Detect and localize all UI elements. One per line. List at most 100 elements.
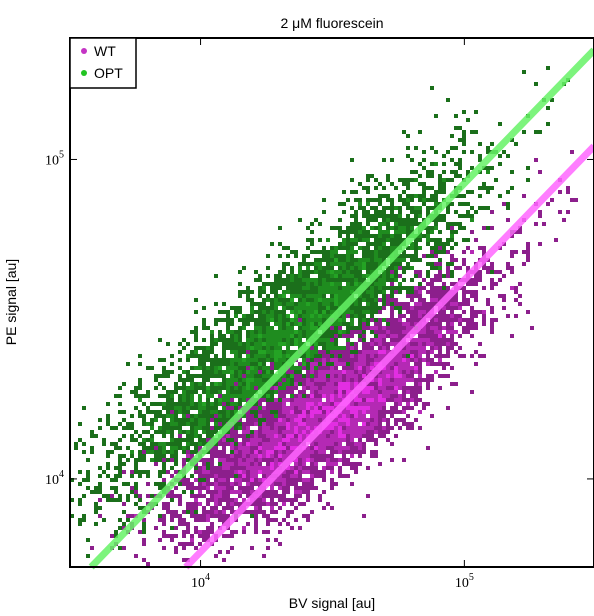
data-point bbox=[146, 450, 150, 454]
data-point bbox=[326, 350, 330, 354]
data-point bbox=[314, 462, 318, 466]
data-point bbox=[246, 338, 250, 342]
data-point bbox=[262, 502, 266, 506]
data-point bbox=[210, 446, 214, 450]
data-point bbox=[350, 158, 354, 162]
data-point bbox=[322, 370, 326, 374]
data-point bbox=[374, 226, 378, 230]
data-point bbox=[330, 482, 334, 486]
data-point bbox=[386, 222, 390, 226]
data-point bbox=[214, 510, 218, 514]
data-point bbox=[306, 518, 310, 522]
data-point bbox=[374, 322, 378, 326]
data-point bbox=[270, 454, 274, 458]
data-point bbox=[306, 482, 310, 486]
data-point bbox=[354, 190, 358, 194]
data-point bbox=[174, 534, 178, 538]
data-point bbox=[354, 450, 358, 454]
data-point bbox=[302, 310, 306, 314]
data-point bbox=[234, 310, 238, 314]
data-point bbox=[242, 370, 246, 374]
data-point bbox=[118, 410, 122, 414]
data-point bbox=[278, 330, 282, 334]
data-point bbox=[406, 290, 410, 294]
data-point bbox=[210, 414, 214, 418]
data-point bbox=[382, 254, 386, 258]
data-point bbox=[366, 286, 370, 290]
data-point bbox=[394, 270, 398, 274]
data-point bbox=[250, 334, 254, 338]
data-point bbox=[442, 342, 446, 346]
data-point bbox=[330, 274, 334, 278]
data-point bbox=[434, 162, 438, 166]
data-point bbox=[138, 410, 142, 414]
data-point bbox=[258, 326, 262, 330]
data-point bbox=[294, 330, 298, 334]
data-point bbox=[286, 318, 290, 322]
data-point bbox=[286, 374, 290, 378]
data-point bbox=[350, 246, 354, 250]
data-point bbox=[322, 346, 326, 350]
data-point bbox=[214, 414, 218, 418]
data-point bbox=[422, 182, 426, 186]
data-point bbox=[414, 178, 418, 182]
data-point bbox=[390, 366, 394, 370]
data-point bbox=[118, 546, 122, 550]
data-point bbox=[422, 190, 426, 194]
data-point bbox=[414, 354, 418, 358]
data-point bbox=[150, 426, 154, 430]
data-point bbox=[314, 374, 318, 378]
data-point bbox=[318, 222, 322, 226]
data-point bbox=[306, 370, 310, 374]
data-point bbox=[398, 282, 402, 286]
data-point bbox=[226, 322, 230, 326]
data-point bbox=[214, 430, 218, 434]
data-point bbox=[158, 538, 162, 542]
data-point bbox=[206, 518, 210, 522]
data-point bbox=[186, 402, 190, 406]
data-point bbox=[314, 298, 318, 302]
data-point bbox=[290, 338, 294, 342]
data-point bbox=[450, 342, 454, 346]
data-point bbox=[270, 350, 274, 354]
data-point bbox=[262, 458, 266, 462]
data-point bbox=[382, 342, 386, 346]
data-point bbox=[282, 398, 286, 402]
data-point bbox=[170, 458, 174, 462]
data-point bbox=[286, 346, 290, 350]
data-point bbox=[490, 210, 494, 214]
data-point bbox=[154, 458, 158, 462]
data-point bbox=[346, 330, 350, 334]
data-point bbox=[266, 346, 270, 350]
data-point bbox=[386, 366, 390, 370]
data-point bbox=[410, 266, 414, 270]
data-point bbox=[286, 438, 290, 442]
series-wt-points bbox=[90, 150, 578, 566]
data-point bbox=[326, 442, 330, 446]
data-point bbox=[294, 410, 298, 414]
data-point bbox=[146, 406, 150, 410]
data-point bbox=[194, 386, 198, 390]
data-point bbox=[218, 466, 222, 470]
data-point bbox=[402, 370, 406, 374]
data-point bbox=[330, 450, 334, 454]
data-point bbox=[286, 314, 290, 318]
data-point bbox=[362, 254, 366, 258]
data-point bbox=[410, 294, 414, 298]
data-point bbox=[126, 422, 130, 426]
data-point bbox=[286, 330, 290, 334]
data-point bbox=[354, 378, 358, 382]
data-point bbox=[226, 506, 230, 510]
data-point bbox=[414, 342, 418, 346]
data-point bbox=[290, 398, 294, 402]
data-point bbox=[298, 390, 302, 394]
data-point bbox=[338, 438, 342, 442]
data-point bbox=[254, 478, 258, 482]
data-point bbox=[294, 486, 298, 490]
data-point bbox=[246, 410, 250, 414]
data-point bbox=[94, 522, 98, 526]
data-point bbox=[398, 394, 402, 398]
data-point bbox=[374, 234, 378, 238]
data-point bbox=[366, 178, 370, 182]
data-point bbox=[290, 474, 294, 478]
